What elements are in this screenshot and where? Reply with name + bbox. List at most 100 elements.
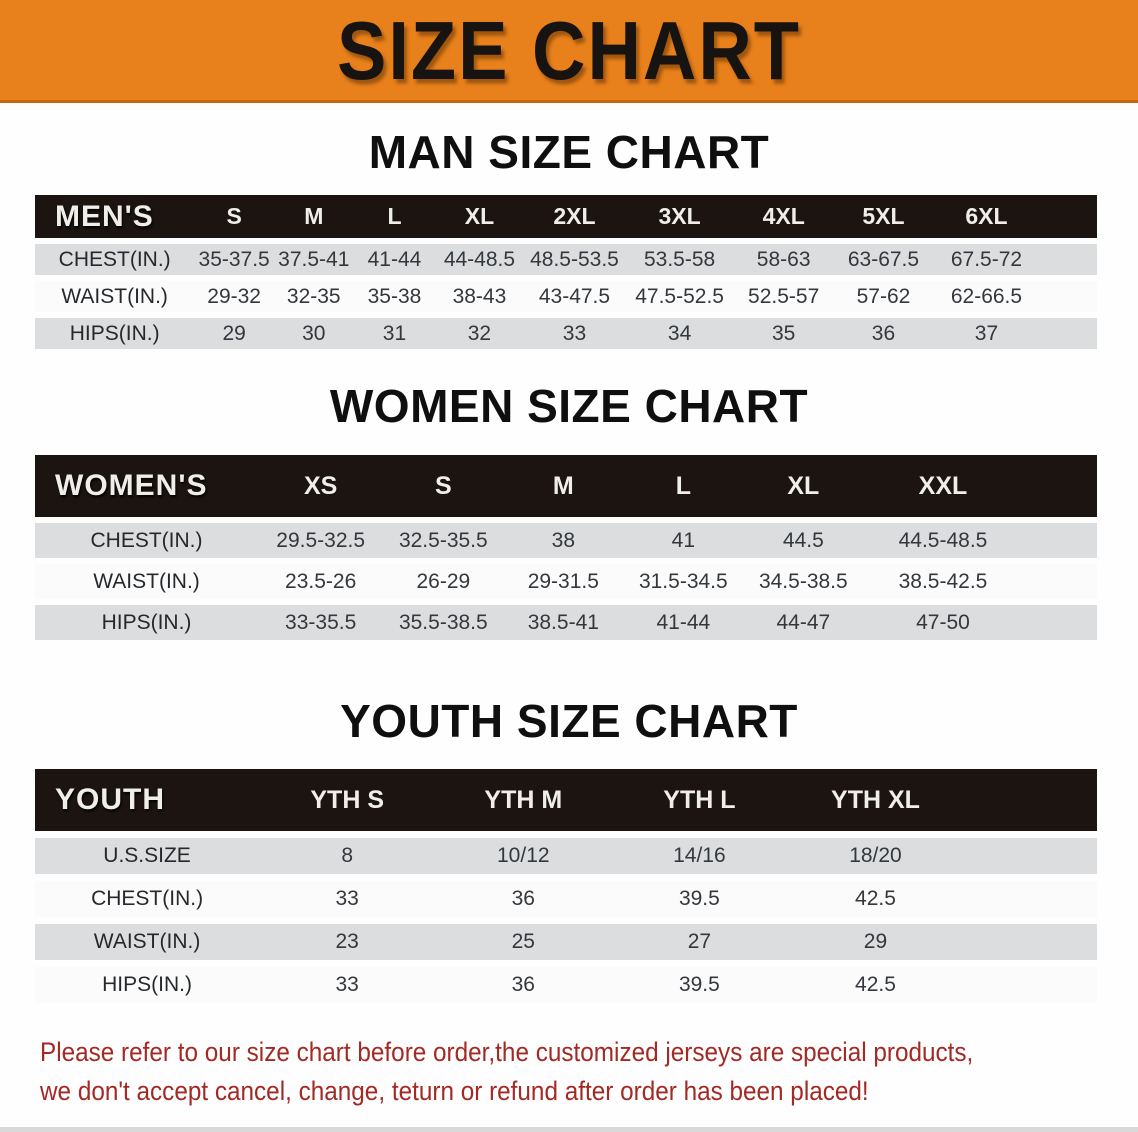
measurement-value: 10/12 [435,831,612,878]
measurement-value: 52.5-57 [733,275,834,315]
measurement-value: 44-47 [743,599,864,640]
measurement-value: 44.5 [743,517,864,561]
size-column-header: 4XL [733,195,834,241]
measurement-value: 44-48.5 [435,238,524,278]
men-section-heading: MAN SIZE CHART [368,126,770,178]
measurement-value: 23.5-26 [258,558,384,602]
measurement-label: HIPS(IN.) [35,312,195,349]
table-title-cell: MEN'S [35,195,195,241]
measurement-label: HIPS(IN.) [35,599,259,640]
row-filler-cell [1022,558,1097,602]
measurement-value: 38-43 [435,275,524,315]
measurement-label: CHEST(IN.) [35,517,259,561]
measurement-label: CHEST(IN.) [35,238,195,278]
measurement-value: 63-67.5 [833,238,934,278]
measurement-value: 38.5-41 [503,599,624,640]
measurement-value: 33 [523,312,626,349]
row-filler-cell [963,917,1097,964]
row-filler-cell [963,960,1097,1003]
measurement-value: 35-38 [353,275,436,315]
measurement-row: U.S.SIZE 8 10/12 14/16 18/20 [35,831,1097,878]
page-title: SIZE CHART [337,3,801,97]
measurement-label: WAIST(IN.) [35,275,195,315]
measurement-value: 26-29 [383,558,504,602]
size-column-header: S [194,195,274,241]
measurement-value: 35.5-38.5 [383,599,504,640]
table-title-cell: WOMEN'S [35,455,259,520]
disclaimer-line-2: we don't accept cancel, change, teturn o… [40,1076,869,1106]
section-men: MAN SIZE CHART MEN'S S M L XL 2XL 3XL 4XL 5XL 6XL… [0,128,1138,349]
size-column-header: YTH M [435,769,612,835]
measurement-value: 47-50 [863,599,1023,640]
measurement-label: CHEST(IN.) [35,874,260,921]
size-column-header: L [353,195,436,241]
measurement-value: 29-31.5 [503,558,624,602]
size-column-header: XL [435,195,524,241]
disclaimer-line-1: Please refer to our size chart before or… [40,1037,974,1067]
measurement-value: 38.5-42.5 [863,558,1023,602]
measurement-value: 33-35.5 [258,599,384,640]
size-column-header: XS [258,455,384,520]
size-charts: MAN SIZE CHART MEN'S S M L XL 2XL 3XL 4XL 5XL 6XL… [0,128,1138,1003]
row-filler-cell [963,831,1097,878]
measurement-value: 44.5-48.5 [863,517,1023,561]
header-filler-cell [963,769,1097,835]
section-women: WOMEN SIZE CHART WOMEN'S XS S M L XL XXL CHEST(… [0,382,1138,640]
measurement-value: 47.5-52.5 [625,275,734,315]
size-column-header: L [623,455,744,520]
measurement-value: 34 [625,312,734,349]
disclaimer: Please refer to our size chart before or… [40,1033,1138,1111]
header-filler-cell [1039,195,1097,241]
size-column-header: 6XL [933,195,1040,241]
measurement-value: 42.5 [787,960,964,1003]
measurement-value: 33 [259,960,436,1003]
measurement-value: 31 [353,312,436,349]
measurement-value: 37 [933,312,1040,349]
measurement-label: WAIST(IN.) [35,917,260,964]
measurement-value: 29 [194,312,274,349]
measurement-value: 25 [435,917,612,964]
youth-table-wrap: YOUTH YTH S YTH M YTH L YTH XL U.S.SIZE 8 10/12… [0,769,1138,1003]
measurement-value: 30 [273,312,354,349]
size-column-header: YTH XL [787,769,964,835]
size-column-header: 5XL [833,195,934,241]
measurement-value: 36 [435,960,612,1003]
measurement-value: 32-35 [273,275,354,315]
measurement-value: 37.5-41 [273,238,354,278]
size-column-header: YTH S [259,769,436,835]
size-column-header: S [383,455,504,520]
measurement-label: WAIST(IN.) [35,558,259,602]
youth-size-table: YOUTH YTH S YTH M YTH L YTH XL U.S.SIZE 8 10/12… [35,769,1097,1003]
bottom-edge [0,1127,1138,1132]
measurement-value: 42.5 [787,874,964,921]
measurement-row: HIPS(IN.) 33 36 39.5 42.5 [35,960,1097,1003]
measurement-row: WAIST(IN.) 29-32 32-35 35-38 38-43 43-47.5 47.… [35,275,1097,315]
measurement-value: 35 [733,312,834,349]
row-filler-cell [963,874,1097,921]
measurement-value: 39.5 [611,960,788,1003]
measurement-value: 53.5-58 [625,238,734,278]
row-filler-cell [1039,312,1097,349]
row-filler-cell [1022,599,1097,640]
measurement-value: 29-32 [194,275,274,315]
measurement-value: 35-37.5 [194,238,274,278]
measurement-value: 36 [833,312,934,349]
table-title-cell: YOUTH [35,769,260,835]
measurement-value: 48.5-53.5 [523,238,626,278]
measurement-value: 41-44 [623,599,744,640]
measurement-value: 18/20 [787,831,964,878]
men-size-table: MEN'S S M L XL 2XL 3XL 4XL 5XL 6XL CHEST(IN.) 35-37… [35,195,1097,349]
row-filler-cell [1022,517,1097,561]
table-header-row: MEN'S S M L XL 2XL 3XL 4XL 5XL 6XL [35,195,1097,241]
measurement-row: CHEST(IN.) 35-37.5 37.5-41 41-44 44-48.5 48.5… [35,238,1097,278]
measurement-value: 14/16 [611,831,788,878]
measurement-value: 31.5-34.5 [623,558,744,602]
measurement-value: 43-47.5 [523,275,626,315]
measurement-row: HIPS(IN.) 29 30 31 32 33 34 35 36 37 [35,312,1097,349]
measurement-value: 33 [259,874,436,921]
size-column-header: M [273,195,354,241]
measurement-value: 34.5-38.5 [743,558,864,602]
measurement-value: 41 [623,517,744,561]
measurement-value: 38 [503,517,624,561]
section-youth: YOUTH SIZE CHART YOUTH YTH S YTH M YTH L YTH… [0,697,1138,1003]
